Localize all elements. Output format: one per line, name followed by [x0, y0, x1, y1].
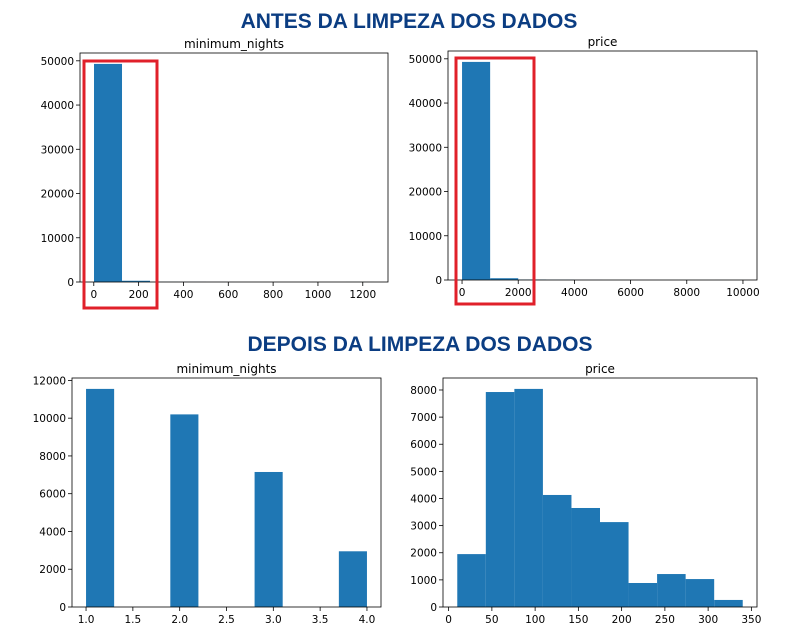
y-tick-label: 20000 — [409, 187, 442, 199]
plot-frame — [442, 377, 758, 608]
x-tick-label: 3.5 — [312, 614, 329, 626]
x-tick-label: 2000 — [505, 287, 532, 299]
bar — [462, 61, 491, 281]
x-tick-label: 0 — [459, 287, 466, 299]
bar — [490, 278, 519, 280]
y-tick-label: 7000 — [410, 412, 437, 424]
bar — [657, 574, 686, 607]
y-tick-label: 1000 — [410, 575, 437, 587]
x-tick-label: 200 — [129, 289, 149, 301]
x-tick-label: 10000 — [726, 287, 759, 299]
plot-frame — [71, 377, 382, 608]
x-tick-label: 250 — [655, 614, 675, 626]
y-tick-label: 40000 — [41, 100, 74, 112]
x-tick-label: 0 — [90, 289, 97, 301]
bar — [86, 388, 115, 607]
y-tick-label: 0 — [430, 602, 437, 614]
y-tick-label: 12000 — [33, 375, 66, 387]
x-tick-label: 2.5 — [218, 614, 235, 626]
chart-title: price — [588, 35, 618, 49]
bar — [457, 554, 486, 607]
x-tick-label: 1000 — [305, 289, 332, 301]
x-tick-label: 3.0 — [265, 614, 282, 626]
y-tick-label: 30000 — [409, 142, 442, 154]
y-tick-label: 40000 — [409, 98, 442, 110]
x-tick-label: 100 — [525, 614, 545, 626]
bar — [628, 582, 658, 607]
y-tick-label: 6000 — [39, 489, 66, 501]
bar — [170, 414, 199, 607]
x-tick-label: 8000 — [673, 287, 700, 299]
y-tick-label: 5000 — [410, 466, 437, 478]
y-tick-label: 30000 — [41, 144, 74, 156]
chart-title: minimum_nights — [184, 37, 284, 51]
x-tick-label: 1.0 — [78, 614, 95, 626]
y-tick-label: 10000 — [41, 233, 74, 245]
x-tick-label: 0 — [445, 614, 452, 626]
highlight-box — [82, 59, 159, 310]
x-tick-label: 4.0 — [359, 614, 376, 626]
x-tick-label: 800 — [263, 289, 283, 301]
y-tick-label: 20000 — [41, 189, 74, 201]
y-tick-label: 4000 — [39, 526, 66, 538]
chart-title: minimum_nights — [176, 362, 276, 376]
x-tick-label: 1200 — [349, 289, 376, 301]
y-tick-label: 8000 — [39, 451, 66, 463]
bar — [94, 63, 123, 283]
y-tick-label: 8000 — [410, 385, 437, 397]
y-tick-label: 0 — [67, 277, 74, 289]
y-tick-label: 3000 — [410, 521, 437, 533]
bar — [514, 388, 543, 607]
bar — [254, 471, 283, 607]
y-tick-label: 50000 — [409, 54, 442, 66]
x-tick-label: 1.5 — [125, 614, 142, 626]
bar — [485, 392, 515, 607]
x-tick-label: 200 — [612, 614, 632, 626]
bar — [338, 551, 367, 607]
x-tick-label: 400 — [173, 289, 193, 301]
x-tick-label: 150 — [568, 614, 588, 626]
y-tick-label: 2000 — [410, 548, 437, 560]
x-tick-label: 300 — [698, 614, 718, 626]
y-tick-label: 4000 — [410, 493, 437, 505]
section-heading: DEPOIS DA LIMPEZA DOS DADOS — [248, 333, 593, 356]
x-tick-label: 2.0 — [171, 614, 188, 626]
bar — [542, 494, 572, 607]
bar — [600, 522, 629, 607]
section-heading: ANTES DA LIMPEZA DOS DADOS — [241, 10, 578, 33]
bar — [571, 507, 600, 607]
y-tick-label: 50000 — [41, 56, 74, 68]
y-tick-label: 10000 — [33, 413, 66, 425]
bar — [685, 579, 715, 607]
highlight-box — [454, 56, 536, 306]
x-tick-label: 4000 — [561, 287, 588, 299]
y-tick-label: 10000 — [409, 231, 442, 243]
bar — [122, 280, 151, 282]
y-tick-label: 6000 — [410, 439, 437, 451]
bar — [714, 599, 743, 607]
x-tick-label: 50 — [485, 614, 498, 626]
plot-frame — [79, 52, 389, 283]
x-tick-label: 6000 — [617, 287, 644, 299]
plot-frame — [447, 50, 758, 281]
y-tick-label: 0 — [435, 275, 442, 287]
x-tick-label: 350 — [741, 614, 761, 626]
x-tick-label: 600 — [218, 289, 238, 301]
y-tick-label: 0 — [59, 602, 66, 614]
chart-title: price — [585, 362, 615, 376]
y-tick-label: 2000 — [39, 564, 66, 576]
